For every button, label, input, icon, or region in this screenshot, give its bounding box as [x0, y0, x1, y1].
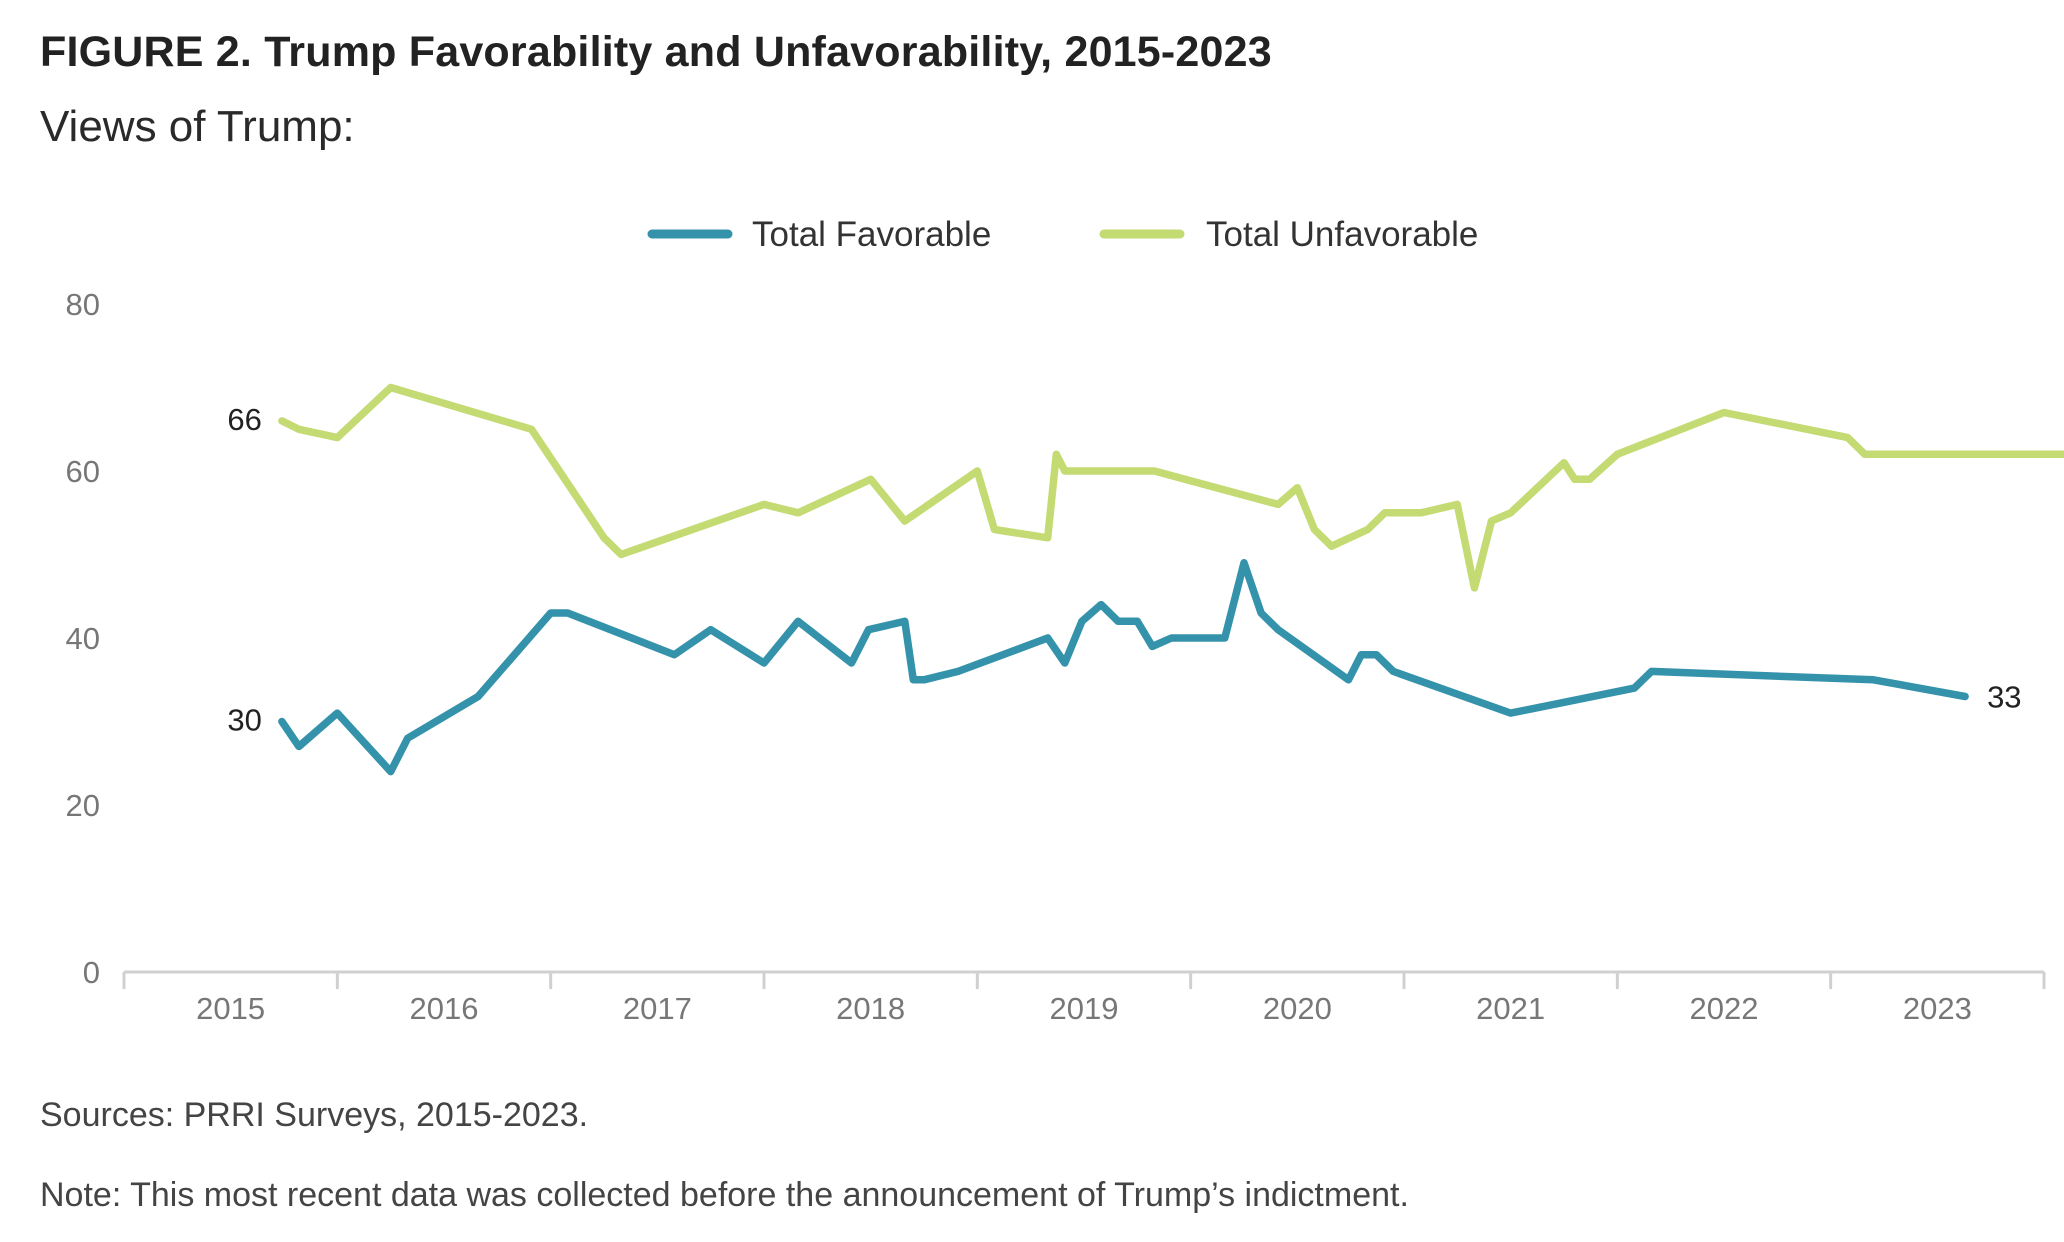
end-label-total-favorable: 33 [1987, 679, 2021, 714]
source-note: Sources: PRRI Surveys, 2015-2023. [40, 1096, 589, 1134]
series-line-total-unfavorable [278, 383, 2064, 592]
x-tick-label: 2016 [410, 991, 479, 1026]
x-tick-label: 2019 [1050, 991, 1119, 1026]
x-tick-label: 2023 [1903, 991, 1972, 1026]
y-tick-label: 0 [83, 955, 100, 990]
start-label-total-favorable: 30 [227, 703, 261, 738]
x-tick-label: 2020 [1263, 991, 1332, 1026]
x-tick-label: 2015 [196, 991, 265, 1026]
y-tick-label: 60 [66, 454, 100, 489]
start-label-total-unfavorable: 66 [227, 402, 261, 437]
end-labels: 30336664 [227, 402, 2021, 738]
legend-label-total-favorable: Total Favorable [752, 215, 991, 254]
series-line-total-favorable [278, 559, 1969, 776]
y-tick-label: 20 [66, 788, 100, 823]
x-axis: 2015 2016 2017 2018 2019 2020 2021 2022 2023 [122, 970, 2046, 1026]
legend-label-total-unfavorable: Total Unfavorable [1206, 215, 1478, 254]
chart-subtitle: Views of Trump: [40, 102, 355, 151]
series-layer [278, 383, 2064, 776]
footnote: Note: This most recent data was collecte… [40, 1176, 1409, 1214]
x-tick-label: 2017 [623, 991, 692, 1026]
legend: Total Favorable Total Unfavorable [647, 215, 1478, 254]
y-tick-label: 40 [66, 621, 100, 656]
chart-title: FIGURE 2. Trump Favorability and Unfavor… [40, 28, 1272, 76]
y-tick-label: 80 [66, 287, 100, 322]
x-tick-label: 2021 [1476, 991, 1545, 1026]
y-axis: 0 20 40 60 80 [66, 287, 100, 990]
x-tick-label: 2022 [1690, 991, 1759, 1026]
x-tick-label: 2018 [836, 991, 905, 1026]
